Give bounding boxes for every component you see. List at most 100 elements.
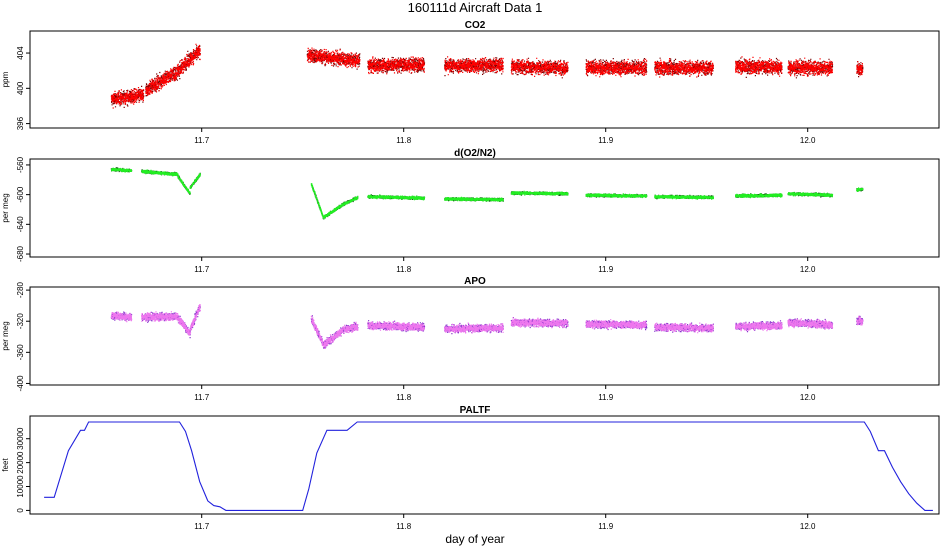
- data-segment-o2: [189, 172, 201, 189]
- data-segment-apo: [177, 315, 191, 339]
- x-tick-label-apo: 11.7: [194, 393, 210, 402]
- panel-title-paltf: PALTF: [460, 405, 491, 416]
- data-points-o2: [654, 194, 714, 200]
- plot-frame-co2: [29, 30, 940, 129]
- data-segment-apo: [343, 321, 359, 334]
- data-segment-co2: [585, 58, 648, 78]
- data-segment-o2: [367, 194, 426, 201]
- data-points-co2: [173, 56, 187, 82]
- data-segment-apo: [585, 319, 648, 331]
- data-segment-o2: [110, 167, 133, 173]
- data-points-o2: [110, 167, 133, 173]
- data-points-co2: [735, 56, 783, 77]
- y-tick-label-co2: 404: [16, 46, 25, 60]
- plot-frame-o2: [29, 158, 940, 258]
- data-points-co2: [654, 58, 714, 78]
- data-segment-co2: [306, 47, 361, 70]
- data-points-o2: [343, 195, 359, 206]
- x-tick-label-paltf: 12.0: [800, 522, 816, 531]
- data-segment-apo: [735, 320, 783, 333]
- data-points-apo: [177, 315, 191, 336]
- x-tick-label-apo: 11.8: [396, 393, 412, 402]
- y-axis-label-paltf: feet: [1, 458, 10, 472]
- data-points-co2: [306, 47, 361, 69]
- data-points-o2: [323, 202, 345, 220]
- data-points-co2: [185, 43, 201, 68]
- data-segment-co2: [856, 61, 864, 78]
- x-tick-label-apo: 12.0: [800, 393, 816, 402]
- x-tick-label-paltf: 11.9: [598, 522, 614, 531]
- data-segment-co2: [444, 56, 504, 77]
- data-segment-o2: [585, 193, 648, 199]
- data-segment-apo: [444, 322, 504, 335]
- data-segment-co2: [510, 57, 569, 79]
- y-tick-label-apo: -320: [16, 313, 25, 330]
- data-points-apo: [141, 311, 179, 322]
- data-points-apo: [735, 321, 783, 332]
- data-points-co2: [444, 56, 504, 76]
- data-points-apo: [444, 322, 504, 334]
- data-segment-apo: [141, 311, 179, 323]
- x-tick-label-paltf: 11.7: [194, 522, 210, 531]
- data-points-apo: [654, 322, 714, 334]
- data-points-apo: [189, 304, 201, 334]
- data-points-apo: [367, 321, 425, 332]
- x-tick-label-co2: 11.7: [194, 136, 210, 145]
- plot-frame-paltf: [29, 415, 940, 515]
- data-points-o2: [444, 196, 504, 202]
- y-tick-label-co2: 396: [16, 116, 25, 130]
- data-segment-o2: [343, 195, 359, 206]
- x-tick-label-apo: 11.9: [598, 393, 614, 402]
- y-tick-label-co2: 400: [16, 81, 25, 95]
- data-points-o2: [141, 169, 179, 177]
- y-tick-label-o2: -640: [16, 216, 25, 233]
- x-tick-label-co2: 11.8: [396, 136, 412, 145]
- x-tick-label-o2: 11.8: [396, 265, 412, 274]
- data-segment-apo: [322, 326, 345, 349]
- data-segment-co2: [185, 43, 201, 71]
- data-points-o2: [177, 175, 191, 195]
- data-points-co2: [856, 61, 864, 76]
- data-segment-o2: [787, 191, 834, 198]
- data-points-apo: [110, 311, 133, 323]
- panel-title-apo: APO: [464, 276, 486, 287]
- data-segment-co2: [735, 56, 783, 78]
- data-segment-co2: [145, 66, 175, 97]
- data-points-o2: [735, 193, 783, 199]
- data-points-o2: [510, 190, 569, 196]
- x-tick-label-o2: 12.0: [800, 265, 816, 274]
- data-segment-apo: [654, 322, 714, 334]
- data-segment-apo: [310, 315, 325, 348]
- data-points-apo: [787, 318, 834, 330]
- data-points-co2: [787, 57, 833, 77]
- data-points-apo: [585, 319, 648, 330]
- data-segment-o2: [141, 169, 179, 177]
- panels: CO2 ppm 396 400 404 11.7 11.8 11.9 12.0 d(O2/N2) p…: [1, 20, 940, 531]
- data-points-o2: [787, 192, 834, 198]
- data-segment-apo: [510, 317, 569, 329]
- data-points-apo: [310, 315, 325, 348]
- data-segment-o2: [444, 196, 504, 202]
- y-tick-label-paltf: 10000: [16, 475, 25, 498]
- data-segment-co2: [110, 85, 145, 109]
- data-segment-apo: [856, 315, 864, 326]
- y-axis-label-co2: ppm: [1, 71, 10, 87]
- data-points-apo: [856, 315, 864, 326]
- x-tick-label-co2: 11.9: [598, 136, 614, 145]
- y-tick-label-apo: -400: [16, 375, 25, 392]
- data-points-o2: [585, 193, 648, 199]
- data-segment-apo: [787, 318, 834, 330]
- panel-co2: CO2 ppm 396 400 404 11.7 11.8 11.9 12.0: [1, 20, 940, 145]
- data-segment-co2: [787, 57, 834, 79]
- data-segment-apo: [189, 304, 201, 334]
- data-points-o2: [310, 183, 325, 219]
- y-tick-label-apo: -360: [16, 344, 25, 361]
- data-points-apo: [322, 326, 345, 349]
- data-segment-o2: [177, 175, 191, 195]
- data-points-o2: [189, 173, 201, 189]
- y-tick-label-o2: -560: [16, 156, 25, 173]
- data-segment-o2: [510, 190, 569, 196]
- data-points-co2: [110, 87, 145, 109]
- data-points-o2: [856, 187, 864, 192]
- data-points-apo: [510, 317, 569, 329]
